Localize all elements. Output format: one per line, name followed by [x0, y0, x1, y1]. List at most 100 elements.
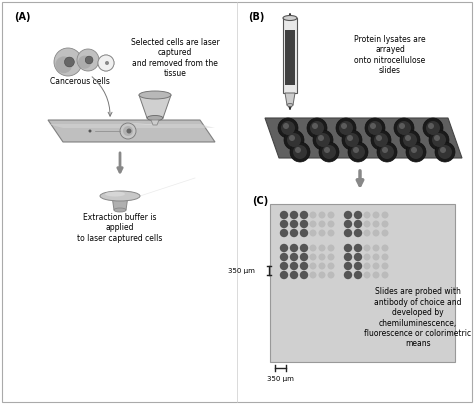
Circle shape [85, 56, 93, 64]
Circle shape [281, 221, 288, 227]
Text: Protein lysates are
arrayed
onto nitrocellulose
slides: Protein lysates are arrayed onto nitroce… [354, 35, 426, 75]
Circle shape [291, 253, 298, 261]
Circle shape [345, 253, 352, 261]
Circle shape [301, 229, 308, 236]
Circle shape [373, 245, 379, 251]
Circle shape [307, 118, 327, 138]
Circle shape [328, 254, 334, 260]
Circle shape [382, 254, 388, 260]
Circle shape [319, 245, 325, 251]
Circle shape [310, 245, 316, 251]
Circle shape [291, 229, 298, 236]
Circle shape [281, 253, 288, 261]
Circle shape [64, 57, 74, 67]
Text: (B): (B) [248, 12, 264, 22]
Circle shape [373, 212, 379, 218]
Circle shape [98, 55, 114, 71]
Circle shape [89, 130, 91, 133]
Text: (C): (C) [252, 196, 268, 206]
Circle shape [355, 253, 362, 261]
Circle shape [54, 48, 82, 76]
Circle shape [438, 145, 452, 159]
Polygon shape [112, 196, 128, 210]
Circle shape [319, 230, 325, 236]
Bar [283, 18, 297, 93]
Circle shape [291, 212, 298, 219]
Circle shape [364, 212, 370, 218]
Circle shape [355, 271, 362, 278]
Ellipse shape [147, 116, 163, 120]
Circle shape [289, 135, 295, 141]
Circle shape [345, 271, 352, 278]
Circle shape [371, 130, 391, 150]
Circle shape [370, 123, 376, 129]
Circle shape [328, 230, 334, 236]
Circle shape [382, 147, 388, 153]
Circle shape [310, 230, 316, 236]
Circle shape [345, 212, 352, 219]
Circle shape [342, 130, 362, 150]
Ellipse shape [114, 208, 126, 212]
Text: Slides are probed with
antibody of choice and
developed by
chemiluminescence,
fl: Slides are probed with antibody of choic… [365, 288, 472, 349]
Circle shape [283, 123, 289, 129]
Circle shape [348, 142, 368, 162]
Circle shape [355, 263, 362, 269]
Circle shape [405, 135, 411, 141]
Circle shape [341, 123, 347, 129]
Circle shape [377, 142, 397, 162]
Circle shape [105, 61, 109, 65]
Circle shape [313, 130, 333, 150]
Circle shape [123, 126, 133, 136]
Circle shape [429, 130, 449, 150]
Circle shape [120, 123, 136, 139]
Circle shape [432, 133, 446, 147]
Circle shape [440, 147, 446, 153]
Circle shape [319, 212, 325, 218]
Circle shape [351, 145, 365, 159]
Circle shape [345, 244, 352, 252]
Circle shape [328, 221, 334, 227]
Circle shape [355, 244, 362, 252]
Circle shape [368, 121, 382, 135]
Circle shape [382, 230, 388, 236]
Circle shape [290, 142, 310, 162]
Circle shape [291, 271, 298, 278]
Circle shape [355, 212, 362, 219]
Ellipse shape [283, 15, 297, 21]
Circle shape [400, 130, 420, 150]
Circle shape [345, 229, 352, 236]
Circle shape [127, 128, 131, 133]
Circle shape [380, 145, 394, 159]
Circle shape [355, 229, 362, 236]
Circle shape [373, 272, 379, 278]
Circle shape [291, 221, 298, 227]
Ellipse shape [105, 191, 125, 196]
Circle shape [281, 244, 288, 252]
Circle shape [319, 263, 325, 269]
Circle shape [104, 60, 109, 66]
Circle shape [428, 123, 434, 129]
Circle shape [403, 133, 417, 147]
Polygon shape [151, 120, 159, 125]
Circle shape [322, 145, 336, 159]
Circle shape [355, 221, 362, 227]
Circle shape [319, 272, 325, 278]
Text: (A): (A) [14, 12, 30, 22]
Circle shape [55, 57, 72, 73]
Circle shape [328, 212, 334, 218]
Circle shape [382, 272, 388, 278]
Circle shape [364, 254, 370, 260]
Circle shape [423, 118, 443, 138]
Circle shape [434, 135, 440, 141]
Circle shape [324, 147, 330, 153]
Text: Extraction buffer is
applied
to laser captured cells: Extraction buffer is applied to laser ca… [77, 213, 163, 243]
Circle shape [319, 142, 339, 162]
Circle shape [316, 133, 330, 147]
Circle shape [328, 263, 334, 269]
Circle shape [345, 133, 359, 147]
Circle shape [319, 254, 325, 260]
Circle shape [284, 130, 304, 150]
Circle shape [281, 271, 288, 278]
Circle shape [295, 147, 301, 153]
Circle shape [365, 118, 385, 138]
